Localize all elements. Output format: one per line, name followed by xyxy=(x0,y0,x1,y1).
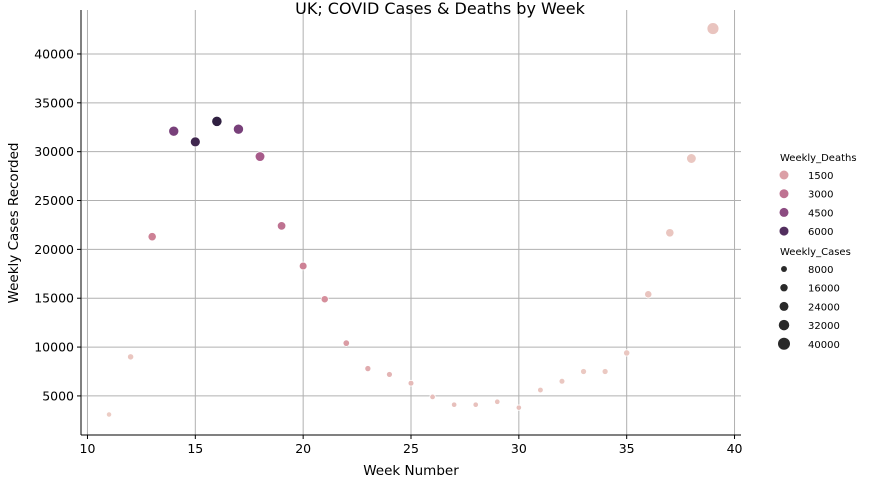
data-point xyxy=(686,153,697,164)
data-point xyxy=(298,261,308,271)
legend-hue-label: 3000 xyxy=(808,190,833,201)
y-tick-label: 5000 xyxy=(42,388,74,403)
legend-hue-marker xyxy=(779,189,789,199)
y-tick-label: 10000 xyxy=(34,340,74,355)
y-axis-label: Weekly Cases Recorded xyxy=(6,143,22,304)
y-tick-label: 35000 xyxy=(34,95,74,110)
legend-size-marker xyxy=(779,301,789,311)
legend-size-marker xyxy=(780,283,788,292)
x-tick-label: 40 xyxy=(727,441,743,456)
data-point xyxy=(580,368,587,375)
data-point xyxy=(276,221,287,231)
data-point xyxy=(407,379,415,387)
legend-hue-label: 1500 xyxy=(808,171,833,182)
data-point xyxy=(623,349,631,357)
legend-size-label: 24000 xyxy=(808,302,840,313)
data-point xyxy=(342,339,350,347)
data-point xyxy=(537,386,544,394)
x-tick-label: 25 xyxy=(403,441,419,456)
legend-hue-marker xyxy=(779,226,789,236)
x-tick-label: 20 xyxy=(295,441,311,456)
data-point xyxy=(429,393,436,401)
x-tick-label: 30 xyxy=(511,441,527,456)
legend-hue-title: Weekly_Deaths xyxy=(780,153,857,164)
legend-hue-label: 6000 xyxy=(808,227,833,238)
legend-size-title: Weekly_Cases xyxy=(780,247,851,258)
data-point xyxy=(168,125,180,137)
y-tick-label: 15000 xyxy=(34,291,74,306)
data-point xyxy=(320,295,329,304)
data-point xyxy=(644,290,653,299)
x-tick-label: 10 xyxy=(80,441,96,456)
x-tick-label: 35 xyxy=(619,441,635,456)
data-point xyxy=(450,401,458,408)
data-point xyxy=(254,151,266,162)
data-point xyxy=(127,353,135,361)
axes xyxy=(77,10,741,439)
legend-size-marker xyxy=(778,337,790,350)
data-point xyxy=(364,365,372,373)
data-point xyxy=(665,228,675,238)
legend-hue-marker xyxy=(779,170,789,180)
legend-size-label: 40000 xyxy=(808,340,840,351)
data-point xyxy=(706,22,720,35)
data-point xyxy=(601,368,609,375)
legend-hue-label: 4500 xyxy=(808,208,833,219)
legend: Weekly_Deaths Weekly_Cases 1500 3000 4500 6… xyxy=(778,153,857,351)
x-tick-label: 15 xyxy=(187,441,203,456)
data-point xyxy=(472,401,479,408)
data-point xyxy=(232,123,244,135)
data-points xyxy=(105,22,720,418)
data-point xyxy=(189,136,201,148)
y-tick-label: 25000 xyxy=(34,193,74,208)
x-axis-label: Week Number xyxy=(363,463,459,479)
data-point xyxy=(105,411,113,418)
data-point xyxy=(494,398,501,405)
legend-size-label: 16000 xyxy=(808,284,840,295)
legend-size-label: 32000 xyxy=(808,321,840,332)
y-tick-label: 30000 xyxy=(34,144,74,159)
data-point xyxy=(386,371,393,378)
chart-title: UK; COVID Cases & Deaths by Week xyxy=(295,0,585,18)
legend-hue-marker xyxy=(779,207,789,217)
legend-size-marker xyxy=(778,319,790,331)
data-point xyxy=(515,404,522,411)
y-tick-label: 20000 xyxy=(34,242,74,257)
legend-size-marker xyxy=(781,266,787,272)
y-tick-label: 40000 xyxy=(34,46,74,61)
legend-size-label: 8000 xyxy=(808,265,833,276)
data-point xyxy=(147,232,157,242)
data-point xyxy=(211,115,223,127)
data-point xyxy=(558,377,566,385)
grid xyxy=(81,10,741,435)
tick-labels: 10 15 20 25 30 35 40 5000 10000 15000 20000 25000 30… xyxy=(34,46,742,456)
